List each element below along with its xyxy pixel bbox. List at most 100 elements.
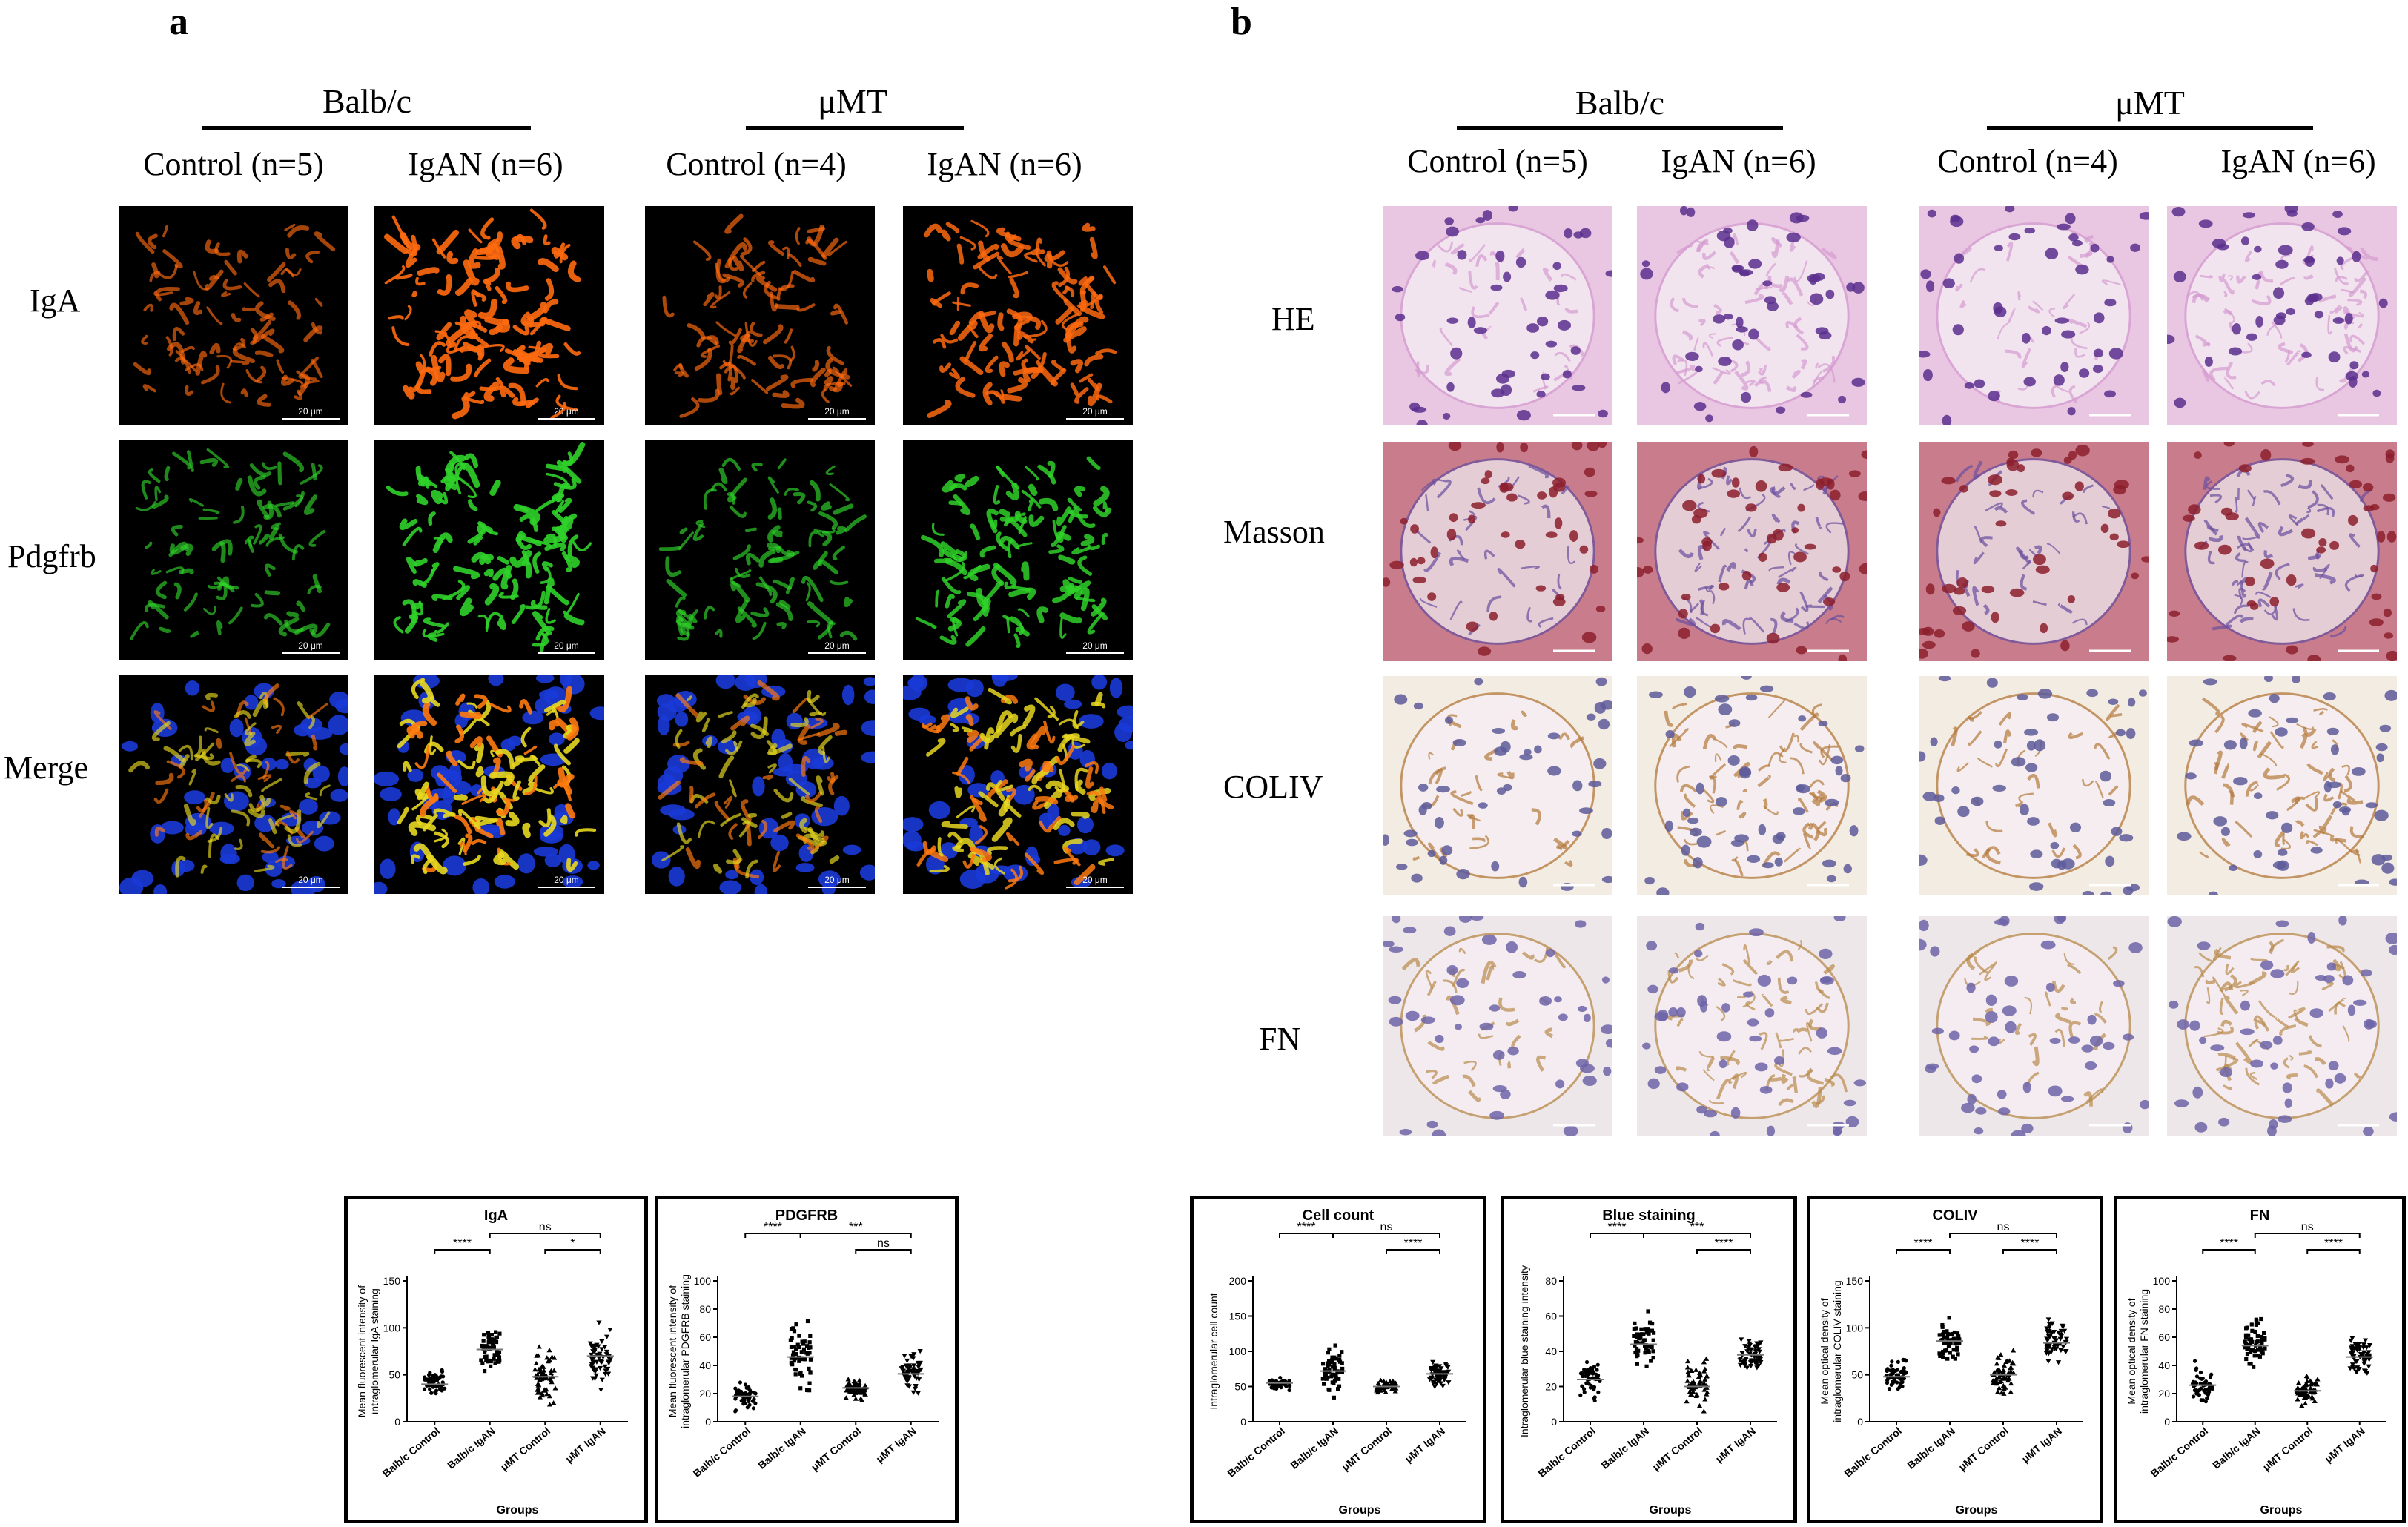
- data-point: [2044, 1342, 2050, 1348]
- x-tick-label: Balb/c IgAN: [1288, 1425, 1340, 1471]
- data-point: [1284, 1384, 1289, 1388]
- data-series-3: [2043, 1317, 2070, 1365]
- data-point: [1737, 1362, 1744, 1368]
- data-point: [1696, 1370, 1703, 1375]
- data-point: [1746, 1339, 1752, 1344]
- significance-label: ns: [1380, 1221, 1393, 1233]
- scale-bar: 20 μm: [808, 406, 866, 420]
- x-tick-label: Balb/c Control: [1225, 1425, 1287, 1480]
- y-tick-label: 100: [1846, 1322, 1864, 1334]
- data-point: [1685, 1373, 1692, 1378]
- data-point: [1287, 1388, 1291, 1393]
- data-point: [1644, 1331, 1649, 1335]
- x-tick-label: Balb/c Control: [1842, 1425, 1904, 1480]
- data-point: [1332, 1365, 1337, 1370]
- data-point: [2047, 1334, 2053, 1339]
- data-point: [2209, 1372, 2214, 1377]
- histology-image-coliv-mumt-igan: [2167, 676, 2397, 895]
- data-point: [1954, 1348, 1959, 1352]
- data-point: [1953, 1342, 1957, 1346]
- data-point: [862, 1391, 868, 1397]
- data-point: [2352, 1342, 2358, 1347]
- y-tick-label: 100: [694, 1275, 712, 1287]
- data-point: [1737, 1357, 1744, 1362]
- data-point: [2306, 1393, 2312, 1398]
- data-point: [548, 1377, 554, 1382]
- data-point: [2303, 1373, 2309, 1379]
- data-point: [1595, 1374, 1600, 1379]
- data-point: [431, 1375, 436, 1379]
- data-point: [2049, 1347, 2055, 1352]
- panel-b-col-mumt-control: Control (n=4): [1937, 143, 2118, 179]
- data-point: [491, 1343, 495, 1348]
- scale-bar-label: 20 μm: [824, 875, 850, 885]
- data-point: [1578, 1393, 1583, 1397]
- significance-label: ****: [1715, 1237, 1733, 1250]
- scale-bar-label: 20 μm: [1082, 875, 1108, 885]
- data-point: [2206, 1387, 2211, 1391]
- data-point: [493, 1361, 497, 1365]
- data-point: [2249, 1337, 2254, 1342]
- x-tick-label: Balb/c Control: [2149, 1425, 2211, 1480]
- data-point: [1639, 1327, 1644, 1331]
- data-point: [1647, 1331, 1651, 1336]
- data-point: [2361, 1361, 2367, 1367]
- data-point: [2247, 1337, 2252, 1342]
- data-point: [1650, 1328, 1655, 1333]
- data-point: [544, 1355, 550, 1360]
- data-point: [1995, 1389, 2001, 1394]
- data-point: [2243, 1339, 2247, 1344]
- data-series-3: [1737, 1337, 1764, 1371]
- data-point: [1440, 1383, 1446, 1389]
- data-point: [2058, 1328, 2064, 1334]
- data-point: [485, 1359, 490, 1364]
- data-point: [1337, 1377, 1341, 1381]
- data-point: [2197, 1393, 2201, 1397]
- data-point: [489, 1359, 493, 1364]
- data-point: [495, 1358, 500, 1363]
- data-point: [1332, 1379, 1337, 1383]
- data-point: [1901, 1357, 1905, 1362]
- data-point: [1952, 1330, 1956, 1335]
- scale-bar-label: 20 μm: [554, 406, 579, 417]
- data-point: [794, 1347, 798, 1351]
- significance-bracket: [1279, 1233, 1334, 1238]
- data-point: [1380, 1385, 1386, 1390]
- histology-image-fn-mumt-igan: [2167, 916, 2397, 1136]
- panel-a-strain-mumt: μMT: [818, 82, 887, 120]
- data-point: [1438, 1381, 1444, 1386]
- data-point: [496, 1352, 500, 1357]
- data-point: [2349, 1362, 2356, 1368]
- data-point: [789, 1356, 794, 1360]
- data-point: [2259, 1316, 2263, 1322]
- chart-axes: [717, 1276, 939, 1422]
- data-point: [743, 1382, 748, 1387]
- data-point: [1336, 1387, 1340, 1391]
- data-point: [1634, 1326, 1638, 1331]
- data-point: [2352, 1366, 2358, 1371]
- y-tick-label: 100: [1229, 1345, 1247, 1357]
- data-point: [1900, 1384, 1905, 1388]
- data-point: [1644, 1343, 1648, 1348]
- data-point: [1592, 1396, 1597, 1400]
- x-tick-label: Balb/c Control: [691, 1425, 753, 1480]
- data-point: [1704, 1385, 1710, 1390]
- chart-coliv: COLIV 0 50 100 150 Mean optical density ofint…: [1807, 1196, 2103, 1523]
- histology-image-he-mumt-control: [1919, 206, 2149, 425]
- data-point: [542, 1388, 548, 1393]
- data-point: [1994, 1355, 2001, 1360]
- significance-label: ****: [764, 1221, 782, 1233]
- data-point: [597, 1365, 603, 1371]
- data-point: [790, 1336, 794, 1340]
- data-point: [797, 1334, 801, 1338]
- data-point: [843, 1395, 849, 1400]
- data-point: [2302, 1400, 2309, 1406]
- data-point: [552, 1385, 558, 1391]
- y-tick-label: 40: [2158, 1359, 2170, 1371]
- data-point: [1332, 1395, 1336, 1400]
- data-point: [2063, 1336, 2070, 1342]
- data-point: [591, 1368, 597, 1373]
- data-point: [2315, 1377, 2321, 1382]
- data-point: [2361, 1368, 2367, 1374]
- histology-image-he-balbc-igan: [1637, 206, 1867, 425]
